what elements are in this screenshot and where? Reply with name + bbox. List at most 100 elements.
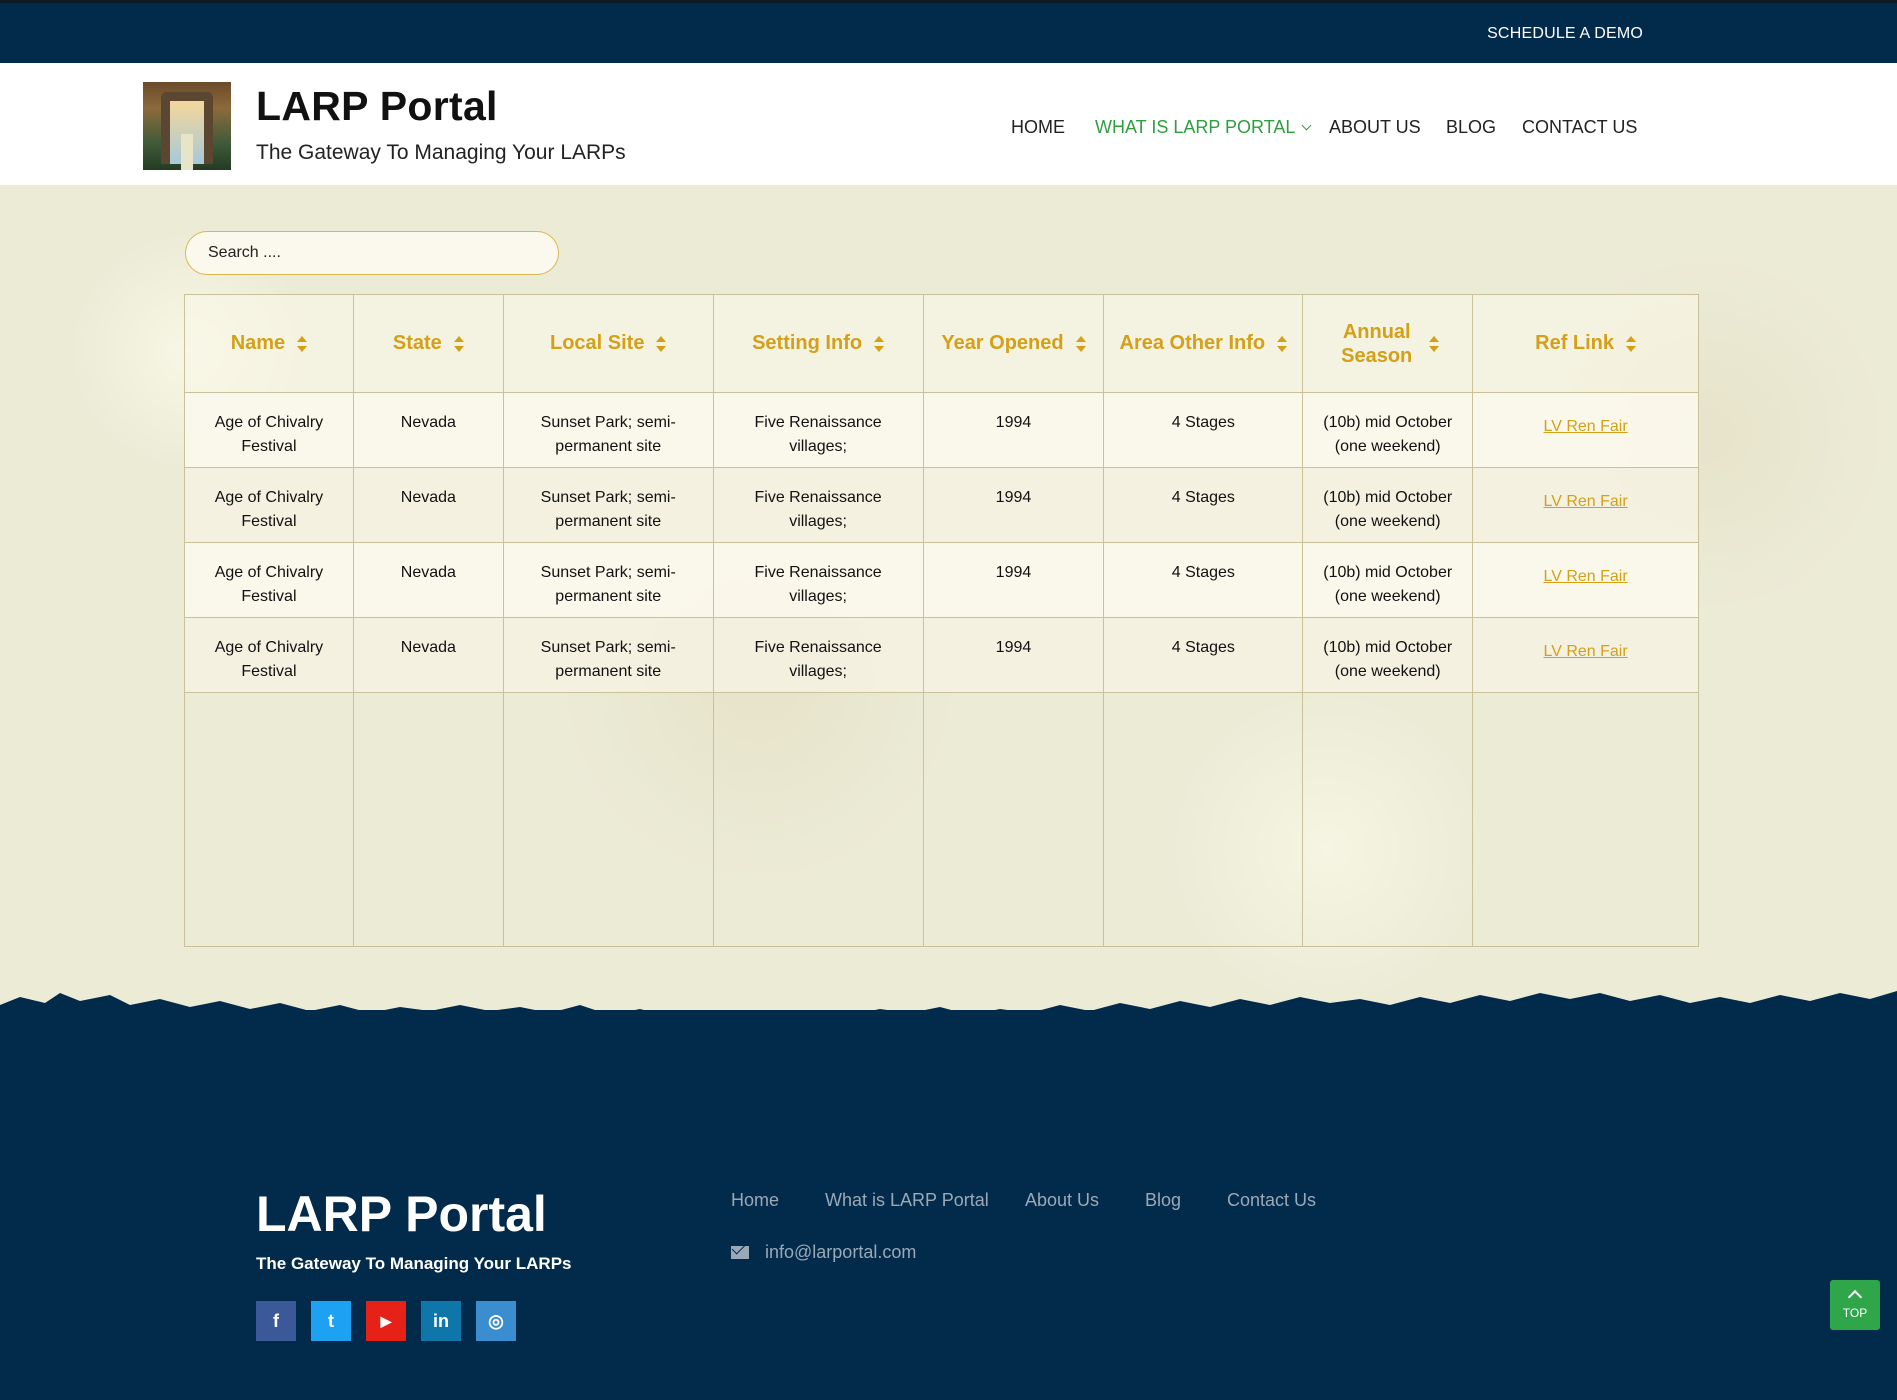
- table-header-row: Name State Local Site Setting Info Year …: [184, 294, 1699, 393]
- empty-cell: [1472, 692, 1699, 947]
- sort-icon: [874, 335, 885, 352]
- cell-year-opened: 1994: [922, 467, 1105, 543]
- facebook-icon[interactable]: f: [256, 1301, 296, 1341]
- cell-ref-link: LV Ren Fair: [1472, 467, 1699, 543]
- ref-link[interactable]: LV Ren Fair: [1543, 568, 1628, 585]
- site-header: LARP Portal The Gateway To Managing Your…: [0, 63, 1897, 185]
- sort-icon: [1277, 335, 1288, 352]
- footer-link-what-is-larp-portal[interactable]: What is LARP Portal: [825, 1190, 989, 1210]
- column-header-setting-info[interactable]: Setting Info: [712, 294, 924, 393]
- empty-cell: [1103, 692, 1304, 947]
- twitter-icon[interactable]: t: [311, 1301, 351, 1341]
- sort-icon: [297, 335, 308, 352]
- chevron-up-icon: [1847, 1289, 1863, 1305]
- empty-cell: [502, 692, 714, 947]
- column-header-local-site[interactable]: Local Site: [502, 294, 714, 393]
- footer-link-about-us[interactable]: About Us: [1025, 1190, 1100, 1210]
- nav-blog[interactable]: BLOG: [1446, 117, 1497, 137]
- cell-area-other-info: 4 Stages: [1103, 617, 1304, 693]
- column-header-state[interactable]: State: [352, 294, 504, 393]
- chevron-down-icon: [1301, 120, 1312, 131]
- cell-area-other-info: 4 Stages: [1103, 467, 1304, 543]
- cell-annual-season: (10b) mid October (one weekend): [1302, 467, 1474, 543]
- cell-year-opened: 1994: [922, 392, 1105, 468]
- cell-name: Age of Chivalry Festival: [184, 467, 354, 543]
- cell-local-site: Sunset Park; semi-permanent site: [502, 542, 714, 618]
- table-row: Age of Chivalry Festival Nevada Sunset P…: [184, 542, 1699, 618]
- cell-annual-season: (10b) mid October (one weekend): [1302, 392, 1474, 468]
- ref-link[interactable]: LV Ren Fair: [1543, 493, 1628, 510]
- cell-local-site: Sunset Park; semi-permanent site: [502, 617, 714, 693]
- table-row: Age of Chivalry Festival Nevada Sunset P…: [184, 617, 1699, 693]
- ref-link[interactable]: LV Ren Fair: [1543, 418, 1628, 435]
- footer-link-home[interactable]: Home: [731, 1190, 780, 1210]
- main-content: Name State Local Site Setting Info Year …: [0, 185, 1897, 1015]
- cell-ref-link: LV Ren Fair: [1472, 542, 1699, 618]
- top-bar: SCHEDULE A DEMO: [0, 0, 1897, 63]
- footer-email[interactable]: info@larportal.com: [731, 1242, 916, 1263]
- column-header-year-opened[interactable]: Year Opened: [922, 294, 1105, 393]
- cell-state: Nevada: [352, 617, 504, 693]
- nav-what-is-larp-portal[interactable]: WHAT IS LARP PORTAL: [1095, 117, 1312, 138]
- site-tagline: The Gateway To Managing Your LARPs: [256, 141, 626, 164]
- schedule-demo-link[interactable]: SCHEDULE A DEMO: [1487, 25, 1643, 42]
- cell-annual-season: (10b) mid October (one weekend): [1302, 617, 1474, 693]
- footer-title[interactable]: LARP Portal: [256, 1186, 547, 1242]
- column-header-area-other-info[interactable]: Area Other Info: [1103, 294, 1304, 393]
- cell-state: Nevada: [352, 542, 504, 618]
- footer-link-contact-us[interactable]: Contact Us: [1227, 1190, 1317, 1210]
- footer-link-blog[interactable]: Blog: [1145, 1190, 1182, 1210]
- sort-icon: [1075, 335, 1086, 352]
- footer-tagline: The Gateway To Managing Your LARPs: [256, 1254, 572, 1273]
- sort-icon: [1428, 335, 1439, 352]
- empty-cell: [712, 692, 924, 947]
- portal-path-graphic: [181, 134, 193, 170]
- cell-ref-link: LV Ren Fair: [1472, 617, 1699, 693]
- column-header-annual-season[interactable]: Annual Season: [1302, 294, 1474, 393]
- cell-setting-info: Five Renaissance villages;: [712, 617, 924, 693]
- larp-table: Name State Local Site Setting Info Year …: [184, 294, 1699, 947]
- column-header-name[interactable]: Name: [184, 294, 354, 393]
- site-title[interactable]: LARP Portal: [256, 83, 498, 129]
- linkedin-icon[interactable]: in: [421, 1301, 461, 1341]
- nav-about-us[interactable]: ABOUT US: [1329, 117, 1421, 137]
- site-footer: LARP Portal The Gateway To Managing Your…: [0, 1010, 1897, 1400]
- logo-image[interactable]: [143, 82, 231, 170]
- cell-name: Age of Chivalry Festival: [184, 392, 354, 468]
- back-to-top-button[interactable]: TOP: [1830, 1280, 1880, 1330]
- empty-cell: [1302, 692, 1474, 947]
- back-to-top-label: TOP: [1842, 1306, 1868, 1320]
- column-header-ref-link[interactable]: Ref Link: [1472, 294, 1699, 393]
- empty-cell: [184, 692, 354, 947]
- cell-local-site: Sunset Park; semi-permanent site: [502, 467, 714, 543]
- search-input[interactable]: [185, 231, 559, 275]
- ref-link[interactable]: LV Ren Fair: [1543, 643, 1628, 660]
- cell-setting-info: Five Renaissance villages;: [712, 542, 924, 618]
- nav-what-is-larp-portal-label: WHAT IS LARP PORTAL: [1095, 117, 1296, 137]
- empty-cell: [352, 692, 504, 947]
- cell-state: Nevada: [352, 392, 504, 468]
- instagram-icon[interactable]: ◎: [476, 1301, 516, 1341]
- table-empty-row: [184, 692, 1699, 947]
- sort-icon: [656, 335, 667, 352]
- table-row: Age of Chivalry Festival Nevada Sunset P…: [184, 467, 1699, 543]
- cell-local-site: Sunset Park; semi-permanent site: [502, 392, 714, 468]
- cell-ref-link: LV Ren Fair: [1472, 392, 1699, 468]
- nav-home[interactable]: HOME: [1011, 117, 1065, 137]
- cell-annual-season: (10b) mid October (one weekend): [1302, 542, 1474, 618]
- envelope-icon: [731, 1246, 749, 1259]
- sort-icon: [453, 335, 464, 352]
- cell-year-opened: 1994: [922, 617, 1105, 693]
- cell-name: Age of Chivalry Festival: [184, 542, 354, 618]
- cell-state: Nevada: [352, 467, 504, 543]
- youtube-icon[interactable]: ▶: [366, 1301, 406, 1341]
- cell-name: Age of Chivalry Festival: [184, 617, 354, 693]
- cell-area-other-info: 4 Stages: [1103, 542, 1304, 618]
- nav-contact-us[interactable]: CONTACT US: [1522, 117, 1638, 137]
- table-row: Age of Chivalry Festival Nevada Sunset P…: [184, 392, 1699, 468]
- footer-email-text: info@larportal.com: [765, 1242, 917, 1262]
- cell-setting-info: Five Renaissance villages;: [712, 392, 924, 468]
- cell-area-other-info: 4 Stages: [1103, 392, 1304, 468]
- cell-setting-info: Five Renaissance villages;: [712, 467, 924, 543]
- empty-cell: [922, 692, 1105, 947]
